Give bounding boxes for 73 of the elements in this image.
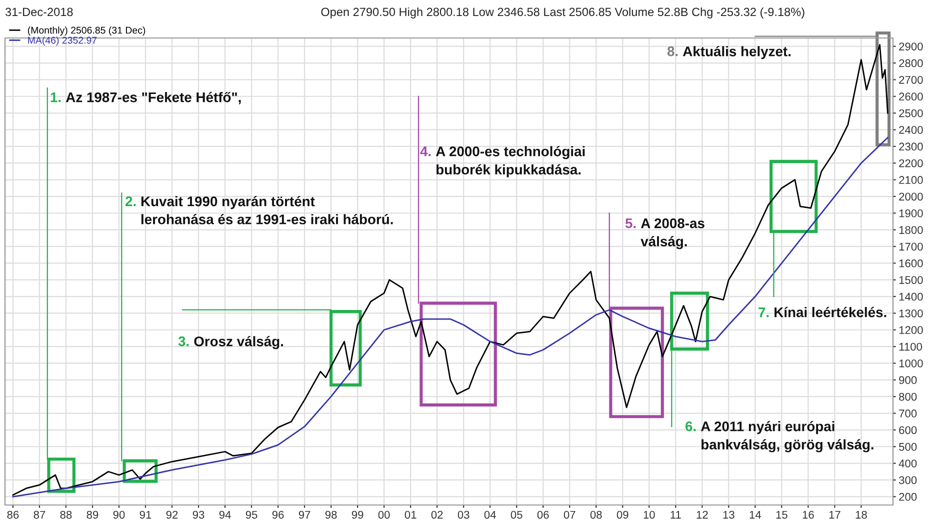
y-tick-label: 2800 <box>899 59 923 68</box>
legend-label: (Monthly) 2506.85 (31 Dec) <box>28 26 146 36</box>
y-tick-label: 2100 <box>899 176 923 184</box>
x-tick-label: 10 <box>644 510 655 519</box>
x-tick-label: 92 <box>166 510 178 519</box>
x-tick-label: 17 <box>829 510 840 519</box>
y-tick-label: 1800 <box>899 226 923 234</box>
y-tick-label: 800 <box>899 392 917 401</box>
y-tick-label: 500 <box>899 442 917 451</box>
y-tick-label: 1000 <box>899 360 923 368</box>
y-tick-label: 600 <box>899 426 917 434</box>
text: 31-Dec-2018 <box>5 8 73 16</box>
x-tick-label: 88 <box>60 510 72 519</box>
x-tick-label: 06 <box>537 510 549 519</box>
legend-label: MA(46) 2352.97 <box>28 36 97 46</box>
x-tick-label: 99 <box>352 510 364 519</box>
x-tick-label: 16 <box>802 510 814 519</box>
x-tick-label: 07 <box>564 510 576 519</box>
x-tick-label: 96 <box>272 510 284 519</box>
x-tick-label: 15 <box>776 510 788 519</box>
x-tick-label: 18 <box>856 510 867 519</box>
y-tick-label: 700 <box>899 410 917 418</box>
y-tick-label: 1100 <box>899 342 922 351</box>
y-tick-label: 300 <box>898 476 917 484</box>
y-tick-label: 400 <box>898 460 917 468</box>
x-tick-label: 09 <box>616 510 628 519</box>
x-tick-label: 12 <box>696 510 708 519</box>
y-tick-label: 900 <box>899 376 917 384</box>
x-tick-label: 87 <box>34 510 46 519</box>
y-tick-label: 1300 <box>899 309 923 318</box>
y-tick-label: 2600 <box>899 92 923 101</box>
y-tick-label: 1900 <box>899 209 923 218</box>
x-tick-label: 95 <box>246 510 258 519</box>
y-tick-label: 2000 <box>899 192 923 201</box>
y-tick-label: 2200 <box>899 159 923 168</box>
annotation: 4. A 2000-es technológiai buborék kipukkadása. <box>420 146 585 178</box>
x-tick-label: 90 <box>113 510 125 519</box>
y-tick-label: 2500 <box>899 109 923 118</box>
x-tick-label: 01 <box>404 510 416 519</box>
x-tick-label: 13 <box>723 510 734 519</box>
x-tick-label: 08 <box>590 510 602 519</box>
y-tick-label: 2700 <box>899 76 923 84</box>
x-tick-label: 94 <box>219 510 231 519</box>
x-tick-label: 03 <box>458 510 470 519</box>
y-tick-label: 2900 <box>899 42 923 50</box>
text: Open 2790.50 High 2800.18 Low 2346.58 Last 2506.85 Volume 52.8B Chg -253.32 (-9.18%) <box>321 7 804 18</box>
x-tick-label: 02 <box>431 510 443 519</box>
annotation: 8. Aktuális helyzet. <box>667 46 790 60</box>
x-tick-label: 14 <box>750 510 762 519</box>
x-tick-label: 11 <box>670 510 681 519</box>
y-tick-label: 1400 <box>899 292 923 301</box>
annotation: 3. Orosz válság. <box>178 336 283 350</box>
y-tick-label: 2400 <box>899 126 923 134</box>
x-tick-label: 05 <box>510 510 522 519</box>
annotation: 7. Kínai leértékelés. <box>758 306 886 318</box>
x-tick-label: 93 <box>192 510 204 519</box>
y-tick-label: 1600 <box>899 259 923 268</box>
annotation: 6. A 2011 nyári európai bankválság, görög válság. <box>686 421 874 452</box>
y-tick-label: 1700 <box>899 242 923 251</box>
y-tick-label: 200 <box>899 492 917 501</box>
x-tick-label: 04 <box>484 510 496 519</box>
x-tick-label: 86 <box>7 510 19 519</box>
annotation: 2. Kuvait 1990 nyarán történt lerohanása és az 1991-es iraki háború. <box>125 196 393 224</box>
x-tick-label: 91 <box>140 510 152 519</box>
y-tick-label: 2300 <box>899 142 923 151</box>
y-tick-label: 1500 <box>899 276 923 284</box>
x-tick-label: 97 <box>298 510 310 519</box>
y-tick-label: 1200 <box>899 326 923 334</box>
annotation: 5. A 2008-as válság. <box>625 218 704 250</box>
x-tick-label: 00 <box>378 510 390 519</box>
annotation: 1. Az 1987-es "Fekete Hétfő", <box>50 92 241 104</box>
x-tick-label: 89 <box>86 510 98 519</box>
x-tick-label: 98 <box>325 510 337 519</box>
